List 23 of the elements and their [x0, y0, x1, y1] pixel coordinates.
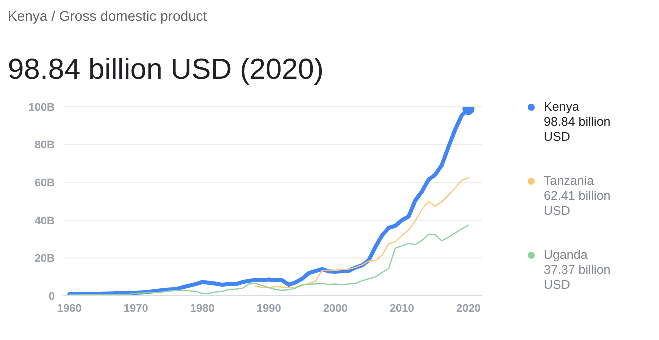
x-tick-label: 1990 [256, 302, 282, 315]
x-tick-label: 1980 [190, 302, 215, 315]
line-series [255, 177, 470, 288]
x-tick-label: 2020 [456, 302, 481, 315]
x-tick-label: 2000 [323, 302, 348, 315]
text: 62.41 billion USD [544, 189, 612, 219]
x-tick-label: 1970 [124, 302, 148, 315]
line-series [69, 224, 470, 296]
text: 98.84 billion USD [544, 115, 612, 145]
chart-title: 98.84 billion USD (2020) [8, 54, 324, 87]
y-tick-label: 40B [34, 215, 56, 228]
y-tick-label: 0 [48, 290, 55, 303]
text: 37.37 billion USD [544, 263, 612, 293]
legend-label: Tanzania [544, 174, 596, 189]
chart-subtitle: Kenya / Gross domestic product [8, 8, 208, 24]
x-tick-label: 2010 [390, 302, 414, 315]
y-tick-label: 60B [34, 178, 56, 190]
legend-label: Kenya [544, 100, 580, 115]
y-tick-label: 100B [28, 102, 56, 114]
legend-label: Uganda [544, 248, 589, 263]
y-tick-label: 20B [34, 253, 56, 266]
y-tick-label: 80B [34, 140, 56, 152]
x-tick-label: 1960 [57, 302, 82, 315]
